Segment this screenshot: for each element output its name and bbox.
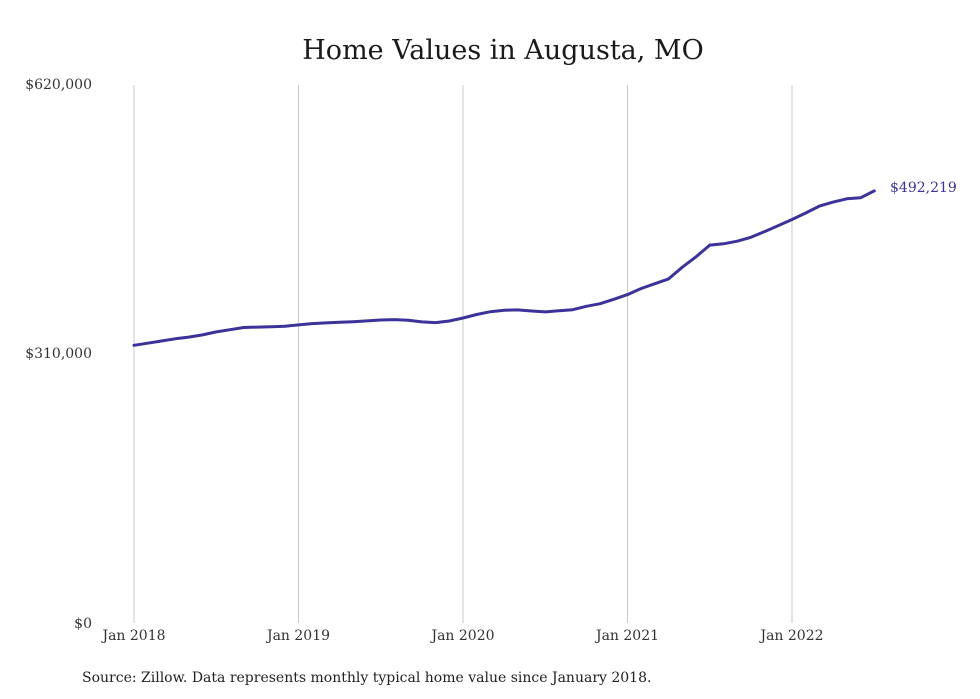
- data-point: [804, 211, 807, 215]
- data-point: [187, 335, 190, 339]
- data-point: [571, 308, 574, 311]
- y-tick-label-middle: $310,000: [25, 346, 92, 362]
- series-line: [132, 189, 876, 347]
- x-axis-ticks: Jan 2018 Jan 2019 Jan 2020 Jan 2021 Jan 2022: [100, 628, 823, 644]
- data-point: [173, 337, 177, 340]
- data-point: [461, 316, 465, 320]
- data-point: [365, 319, 369, 323]
- data-point: [612, 298, 615, 301]
- x-tick-label: Jan 2018: [100, 628, 165, 644]
- x-tick-label: Jan 2021: [594, 628, 659, 644]
- data-point: [160, 339, 163, 343]
- data-point: [420, 320, 424, 324]
- data-point: [736, 240, 739, 243]
- data-point: [640, 287, 643, 290]
- data-point: [626, 293, 629, 296]
- y-tick-label-top: $620,000: [25, 77, 92, 93]
- data-point: [585, 305, 588, 308]
- data-point: [283, 325, 286, 328]
- data-point: [434, 321, 437, 324]
- data-point: [544, 310, 547, 314]
- data-point: [708, 243, 711, 247]
- data-point: [530, 309, 533, 313]
- x-tick-label: Jan 2020: [429, 628, 494, 644]
- data-point: [379, 318, 382, 322]
- x-tick-label: Jan 2022: [758, 628, 823, 644]
- data-point: [557, 309, 561, 312]
- y-tick-label-bottom: $0: [74, 616, 92, 632]
- data-point: [448, 319, 451, 323]
- chart-title: Home Values in Augusta, MO: [302, 35, 703, 66]
- gridlines: [133, 85, 793, 623]
- data-point: [132, 344, 136, 347]
- data-point: [269, 325, 273, 328]
- data-point: [489, 310, 492, 313]
- data-point: [215, 330, 218, 334]
- data-point: [311, 322, 314, 325]
- data-point: [201, 333, 204, 337]
- data-point: [681, 266, 684, 269]
- data-point: [516, 308, 519, 312]
- data-point: [859, 196, 862, 199]
- data-point: [256, 325, 259, 329]
- data-point: [393, 318, 396, 321]
- end-value-label: $492,219: [890, 180, 957, 196]
- data-point: [653, 282, 657, 285]
- data-point: [777, 224, 780, 227]
- data-point: [598, 302, 602, 305]
- data-point: [146, 342, 149, 345]
- data-point: [407, 319, 410, 322]
- data-point: [338, 321, 341, 324]
- data-point: [297, 323, 300, 327]
- data-point: [228, 328, 232, 331]
- data-point: [845, 197, 848, 200]
- data-point: [818, 204, 821, 208]
- data-point: [667, 277, 670, 281]
- data-point: [831, 200, 835, 204]
- data-points: [132, 189, 876, 347]
- data-point: [352, 320, 355, 323]
- data-point: [790, 218, 794, 221]
- data-point: [242, 326, 245, 329]
- data-point: [763, 230, 766, 233]
- data-point: [475, 313, 478, 316]
- data-point: [873, 189, 876, 193]
- x-tick-label: Jan 2019: [265, 628, 330, 644]
- data-point: [722, 242, 725, 245]
- data-point: [694, 255, 698, 258]
- data-point: [749, 236, 753, 239]
- source-note: Source: Zillow. Data represents monthly …: [82, 670, 651, 686]
- data-point: [502, 309, 506, 312]
- data-point: [324, 321, 328, 325]
